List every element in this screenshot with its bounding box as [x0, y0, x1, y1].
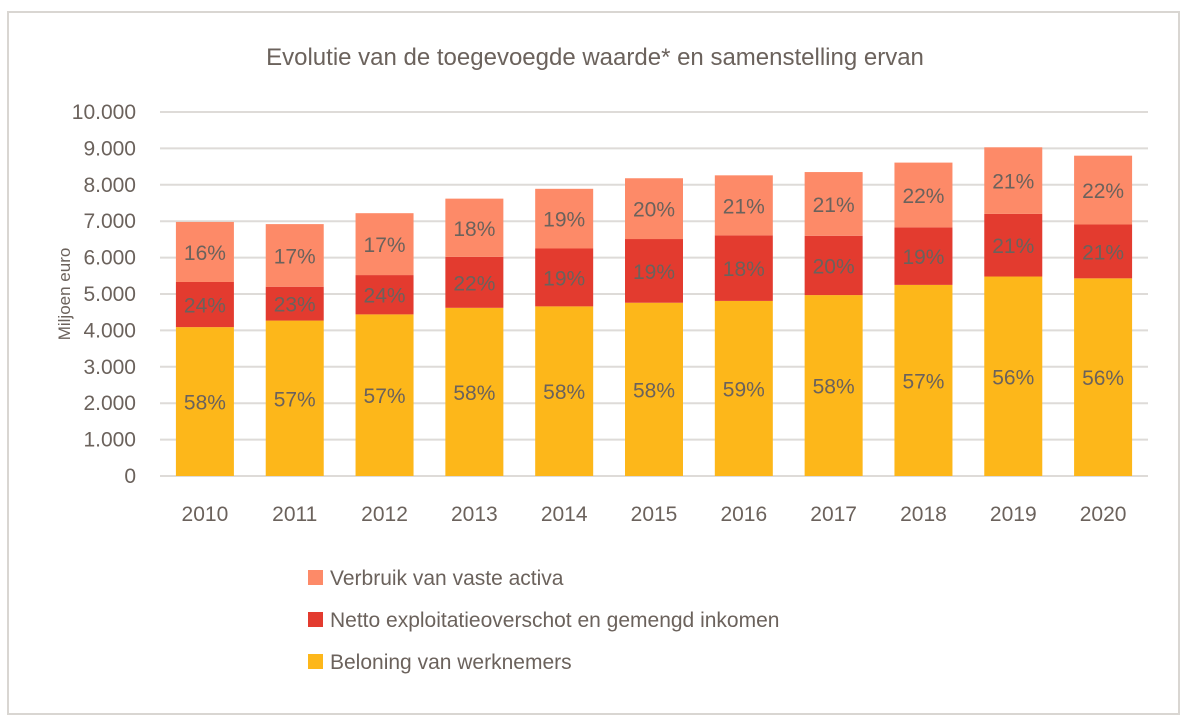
bar-segment: [265, 320, 324, 476]
data-label: 58%: [543, 381, 585, 404]
bar-segment: [804, 172, 863, 236]
bar-segment: [175, 281, 234, 328]
bar-segment: [1074, 155, 1133, 225]
x-tick-label: 2016: [720, 503, 767, 526]
bar-segment: [445, 256, 504, 308]
y-tick-label: 7.000: [83, 210, 136, 233]
data-label: 58%: [184, 392, 226, 415]
y-axis-label: Miljoen euro: [55, 248, 74, 341]
bar-segment: [265, 286, 324, 321]
data-label: 58%: [813, 376, 855, 399]
bar-segment: [894, 284, 953, 476]
bar-segment: [714, 175, 773, 236]
bar-segment: [625, 239, 683, 303]
x-tick-label: 2012: [361, 503, 408, 526]
bar-segment: [984, 213, 1043, 277]
data-label: 21%: [1082, 241, 1124, 264]
bar-segment: [1074, 278, 1133, 476]
bar-segment: [714, 235, 773, 301]
bar-segment: [714, 300, 773, 476]
y-tick-label: 0: [124, 465, 136, 488]
data-label: 23%: [274, 294, 316, 317]
data-label: 19%: [543, 267, 585, 290]
data-label: 18%: [723, 258, 765, 281]
data-label: 24%: [364, 285, 406, 308]
bar-segment: [175, 327, 234, 476]
bar-segment: [894, 162, 953, 228]
data-label: 20%: [633, 199, 675, 222]
legend-swatch: [308, 654, 323, 669]
legend-swatch: [308, 570, 323, 585]
chart-title: Evolutie van de toegevoegde waarde* en s…: [266, 44, 924, 71]
data-label: 17%: [274, 245, 316, 268]
x-tick-label: 2014: [541, 503, 588, 526]
data-label: 22%: [902, 185, 944, 208]
data-label: 19%: [543, 209, 585, 232]
legend-label: Beloning van werknemers: [330, 651, 572, 674]
data-label: 21%: [723, 195, 765, 218]
bar-segment: [1074, 224, 1133, 279]
y-tick-label: 10.000: [72, 101, 136, 124]
legend-swatch: [308, 612, 323, 627]
data-label: 17%: [364, 234, 406, 257]
bar-segment: [175, 221, 234, 282]
x-tick-label: 2018: [900, 503, 947, 526]
bar-segment: [535, 188, 594, 249]
data-label: 57%: [902, 370, 944, 393]
x-tick-label: 2013: [451, 503, 498, 526]
bar-segment: [535, 306, 594, 476]
bar-segment: [894, 227, 953, 285]
bar-segment: [535, 248, 594, 307]
y-tick-label: 9.000: [83, 137, 136, 160]
bar-segment: [625, 302, 683, 476]
data-label: 59%: [723, 378, 765, 401]
y-tick-label: 5.000: [83, 283, 136, 306]
legend-label: Verbruik van vaste activa: [330, 567, 564, 590]
x-tick-label: 2011: [272, 503, 317, 526]
x-tick-label: 2015: [631, 503, 678, 526]
x-tick-label: 2020: [1080, 503, 1127, 526]
data-label: 21%: [992, 171, 1034, 194]
data-label: 18%: [453, 218, 495, 241]
y-tick-label: 4.000: [83, 319, 136, 342]
bar-segment: [625, 178, 683, 240]
data-label: 21%: [813, 194, 855, 217]
data-label: 19%: [902, 246, 944, 269]
bar-segment: [804, 235, 863, 296]
bar-segment: [804, 295, 863, 476]
data-label: 24%: [184, 295, 226, 318]
data-label: 56%: [1082, 367, 1124, 390]
bar-segment: [984, 147, 1043, 214]
x-tick-label: 2019: [990, 503, 1037, 526]
y-tick-label: 3.000: [83, 356, 136, 379]
data-label: 21%: [992, 235, 1034, 258]
data-label: 56%: [992, 366, 1034, 389]
data-label: 57%: [364, 385, 406, 408]
x-tick-label: 2017: [810, 503, 857, 526]
bar-segment: [355, 314, 414, 476]
bar-segment: [445, 307, 504, 476]
bar-segment: [355, 213, 414, 276]
y-tick-label: 8.000: [83, 174, 136, 197]
y-tick-label: 6.000: [83, 247, 136, 270]
bar-segment: [984, 276, 1043, 476]
data-label: 22%: [1082, 180, 1124, 203]
x-tick-label: 2010: [182, 503, 229, 526]
legend-label: Netto exploitatieoverschot en gemengd in…: [330, 609, 779, 632]
data-label: 16%: [184, 242, 226, 265]
bar-segment: [445, 198, 504, 257]
data-label: 22%: [453, 272, 495, 295]
data-label: 58%: [633, 379, 675, 402]
data-label: 57%: [274, 388, 316, 411]
y-tick-label: 1.000: [83, 429, 136, 452]
bar-segment: [265, 224, 324, 287]
data-label: 20%: [813, 255, 855, 278]
data-label: 19%: [633, 261, 675, 284]
bar-segment: [355, 275, 414, 315]
y-tick-label: 2.000: [83, 392, 136, 415]
data-label: 58%: [453, 382, 495, 405]
